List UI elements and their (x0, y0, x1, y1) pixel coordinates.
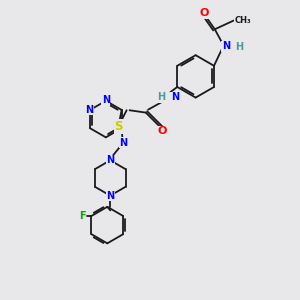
Text: N: N (106, 190, 114, 201)
Text: O: O (200, 8, 209, 18)
Text: F: F (79, 211, 86, 221)
Text: N: N (171, 92, 179, 102)
Text: CH₃: CH₃ (234, 16, 251, 25)
Text: H: H (235, 42, 243, 52)
Text: N: N (222, 41, 230, 51)
Text: N: N (119, 138, 127, 148)
Text: N: N (106, 155, 114, 165)
Text: N: N (85, 105, 94, 115)
Text: H: H (158, 92, 166, 102)
Text: S: S (114, 120, 123, 133)
Text: O: O (158, 126, 167, 136)
Text: N: N (102, 95, 110, 105)
